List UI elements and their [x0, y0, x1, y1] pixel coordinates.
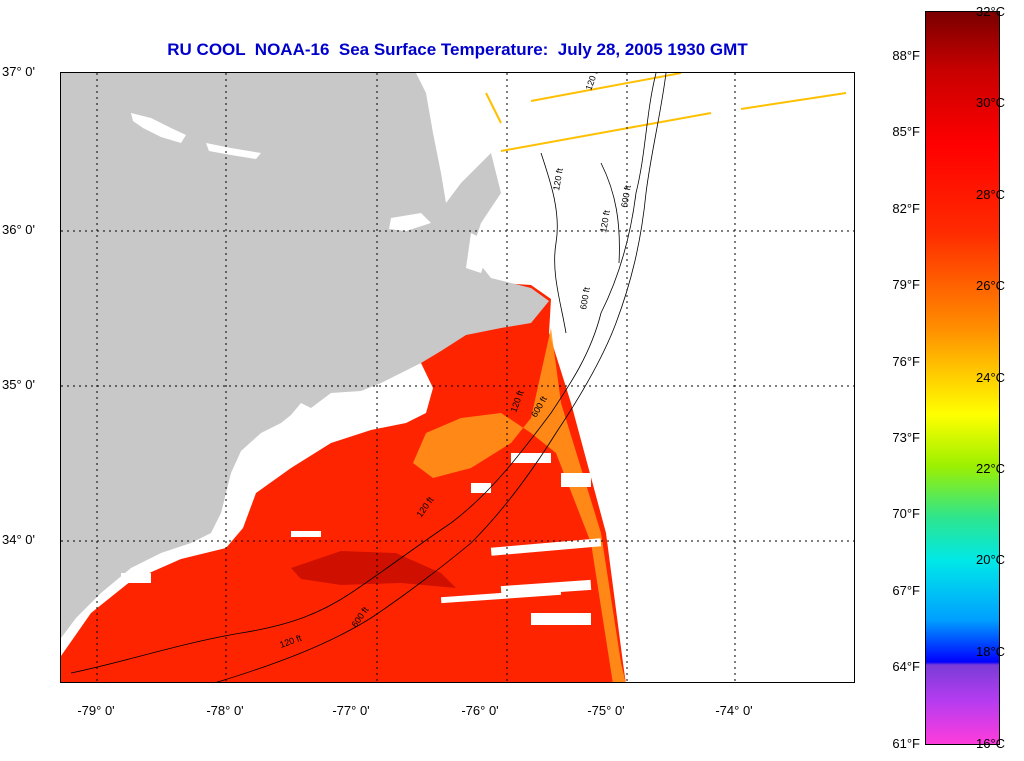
colorbar-f-label: 85°F	[892, 124, 920, 139]
contour-label: 120 ft	[598, 209, 612, 233]
lon-label: -75° 0'	[587, 703, 625, 718]
contour-label: 600 ft	[619, 184, 633, 208]
colorbar-c-label: 18°C	[976, 644, 1006, 659]
map-title: RU COOL NOAA-16 Sea Surface Temperature:…	[167, 40, 748, 59]
sst-map[interactable]: 120 ft 120 ft 600 ft 120 ft 600 ft 120 f…	[60, 72, 855, 683]
temperature-colorbar	[925, 11, 1000, 745]
sensor-streaks	[485, 73, 847, 152]
sst-warm-core	[291, 551, 456, 588]
cloud-gaps	[121, 453, 602, 625]
map-grid	[61, 73, 854, 682]
lat-label: 35° 0'	[2, 377, 35, 392]
colorbar-f-label: 67°F	[892, 583, 920, 598]
colorbar-f-label: 61°F	[892, 736, 920, 751]
bathymetry-contours	[70, 73, 667, 682]
contour-label: 120 ft	[551, 167, 565, 191]
sst-swath	[61, 283, 626, 682]
colorbar-c-label: 22°C	[976, 461, 1006, 476]
colorbar-c-label: 32°C	[976, 4, 1006, 19]
colorbar-f-label: 76°F	[892, 354, 920, 369]
colorbar-c-label: 30°C	[976, 95, 1006, 110]
sound-water	[131, 113, 491, 273]
colorbar-f-label: 64°F	[892, 659, 920, 674]
colorbar-c-label: 28°C	[976, 187, 1006, 202]
lon-label: -74° 0'	[715, 703, 753, 718]
sst-map-canvas: 120 ft 120 ft 600 ft 120 ft 600 ft 120 f…	[61, 73, 854, 682]
colorbar-f-label: 70°F	[892, 506, 920, 521]
colorbar-f-label: 79°F	[892, 277, 920, 292]
colorbar-c-label: 24°C	[976, 370, 1006, 385]
colorbar-f-label: 82°F	[892, 201, 920, 216]
lon-label: -78° 0'	[206, 703, 244, 718]
lon-label: -76° 0'	[461, 703, 499, 718]
colorbar-c-label: 26°C	[976, 278, 1006, 293]
colorbar-f-label: 88°F	[892, 48, 920, 63]
colorbar-f-label: 73°F	[892, 430, 920, 445]
lon-label: -79° 0'	[77, 703, 115, 718]
contour-label: 600 ft	[578, 286, 592, 310]
gulf-stream-edge	[413, 328, 626, 682]
land-area	[61, 73, 549, 638]
lat-label: 34° 0'	[2, 532, 35, 547]
colorbar-c-label: 20°C	[976, 552, 1006, 567]
lat-label: 37° 0'	[2, 64, 35, 79]
lon-label: -77° 0'	[332, 703, 370, 718]
lat-label: 36° 0'	[2, 222, 35, 237]
colorbar-c-label: 16°C	[976, 736, 1006, 751]
